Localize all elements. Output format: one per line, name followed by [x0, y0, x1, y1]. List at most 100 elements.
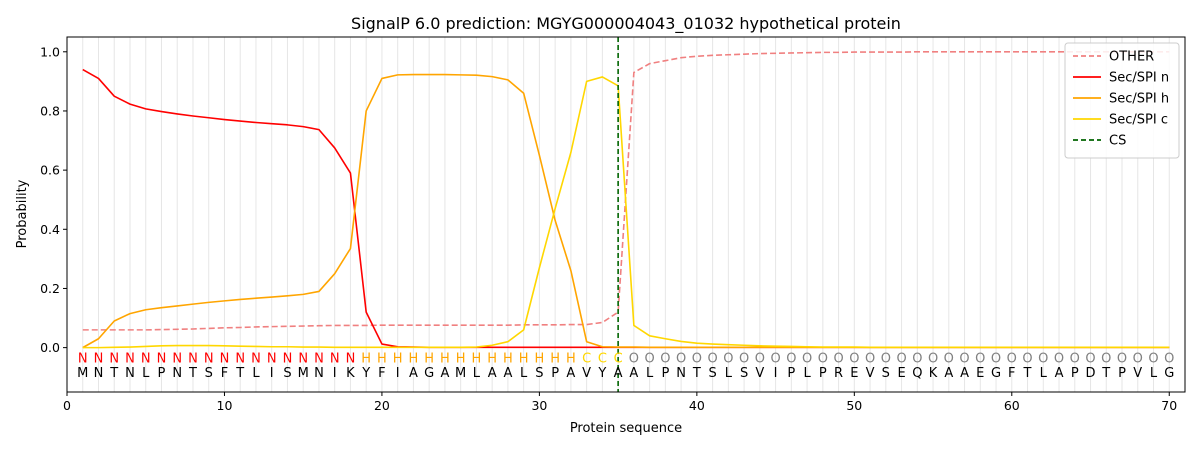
series-line-other	[82, 50, 1170, 331]
residue-label: A	[488, 366, 497, 381]
residue-label: E	[850, 366, 858, 381]
region-label: H	[440, 351, 450, 366]
y-tick-label: 0.4	[40, 222, 60, 237]
region-label: N	[141, 351, 151, 366]
region-label: N	[220, 351, 230, 366]
region-label: H	[566, 351, 576, 366]
region-label: O	[1133, 351, 1143, 366]
region-label: O	[1038, 351, 1048, 366]
plot-frame	[66, 36, 1186, 393]
region-label: O	[1117, 351, 1127, 366]
region-label: N	[283, 351, 293, 366]
y-tick-label: 0.2	[40, 281, 60, 296]
region-label: C	[614, 351, 623, 366]
residue-label: L	[252, 366, 260, 381]
region-label: H	[503, 351, 513, 366]
region-label: N	[78, 351, 88, 366]
residue-label: Y	[597, 366, 606, 381]
region-label: N	[235, 351, 245, 366]
region-label: H	[550, 351, 560, 366]
residue-label: I	[270, 366, 274, 381]
legend-entry: Sec/SPI h	[1109, 92, 1169, 107]
y-tick-label: 1.0	[40, 44, 60, 59]
residue-label: L	[725, 366, 733, 381]
residue-label: V	[1133, 366, 1142, 381]
residue-label: E	[976, 366, 984, 381]
region-label: C	[582, 351, 591, 366]
residue-label: A	[503, 366, 512, 381]
residue-label: L	[1150, 366, 1158, 381]
residue-label: A	[614, 366, 623, 381]
region-label: H	[472, 351, 482, 366]
residue-label: S	[882, 366, 890, 381]
region-label: O	[739, 351, 749, 366]
region-label: C	[598, 351, 607, 366]
residue-label: A	[440, 366, 449, 381]
region-label: O	[849, 351, 859, 366]
region-label: H	[393, 351, 403, 366]
region-label: N	[267, 351, 277, 366]
x-tick-label: 70	[1161, 398, 1177, 413]
residue-label: D	[1086, 366, 1096, 381]
residue-label: G	[991, 366, 1001, 381]
region-label: O	[1054, 351, 1064, 366]
region-label: H	[361, 351, 371, 366]
region-label: O	[975, 351, 985, 366]
residue-label: M	[77, 366, 88, 381]
residue-label: G	[424, 366, 434, 381]
x-tick-label: 40	[689, 398, 705, 413]
region-label: O	[881, 351, 891, 366]
residue-label: I	[774, 366, 778, 381]
region-label: N	[109, 351, 119, 366]
legend-entry: Sec/SPI n	[1109, 71, 1169, 86]
region-label: N	[314, 351, 324, 366]
x-tick-label: 50	[846, 398, 862, 413]
residue-label: T	[1101, 366, 1110, 381]
region-label: O	[991, 351, 1001, 366]
region-label: O	[629, 351, 639, 366]
x-tick-label: 20	[374, 398, 390, 413]
x-tick-label: 10	[217, 398, 233, 413]
residue-label: T	[1023, 366, 1032, 381]
series-lines	[82, 37, 1170, 392]
region-label: H	[519, 351, 529, 366]
region-label: H	[377, 351, 387, 366]
residue-label: L	[1040, 366, 1048, 381]
residue-label: F	[221, 366, 228, 381]
region-label: H	[456, 351, 466, 366]
region-label: H	[409, 351, 419, 366]
residue-label: P	[1118, 366, 1126, 381]
region-label: N	[330, 351, 340, 366]
residue-label: L	[646, 366, 654, 381]
residue-label: L	[520, 366, 528, 381]
residue-label: L	[142, 366, 150, 381]
region-label: N	[172, 351, 182, 366]
y-tick-label: 0.8	[40, 103, 60, 118]
region-label: O	[1148, 351, 1158, 366]
region-label: O	[1085, 351, 1095, 366]
residue-label: P	[158, 366, 166, 381]
region-label: N	[188, 351, 198, 366]
legend-entry: OTHER	[1109, 50, 1154, 65]
residue-label: F	[1008, 366, 1015, 381]
residue-label: M	[298, 366, 309, 381]
legend-box	[1064, 42, 1180, 159]
legend: OTHER Sec/SPI n Sec/SPI h Sec/SPI c CS	[1064, 42, 1180, 159]
legend-entry: Sec/SPI c	[1109, 113, 1168, 128]
region-label: O	[660, 351, 670, 366]
residue-label: S	[535, 366, 543, 381]
region-label: H	[424, 351, 434, 366]
x-tick-label: 30	[531, 398, 547, 413]
residue-label: A	[629, 366, 638, 381]
y-tick-label: 0.6	[40, 163, 60, 178]
residue-label: V	[582, 366, 591, 381]
region-label: O	[1101, 351, 1111, 366]
region-label: O	[833, 351, 843, 366]
x-axis-label: Protein sequence	[570, 421, 682, 436]
region-label: O	[928, 351, 938, 366]
x-tick-label: 0	[63, 398, 71, 413]
region-label: N	[298, 351, 308, 366]
residue-label: A	[944, 366, 953, 381]
